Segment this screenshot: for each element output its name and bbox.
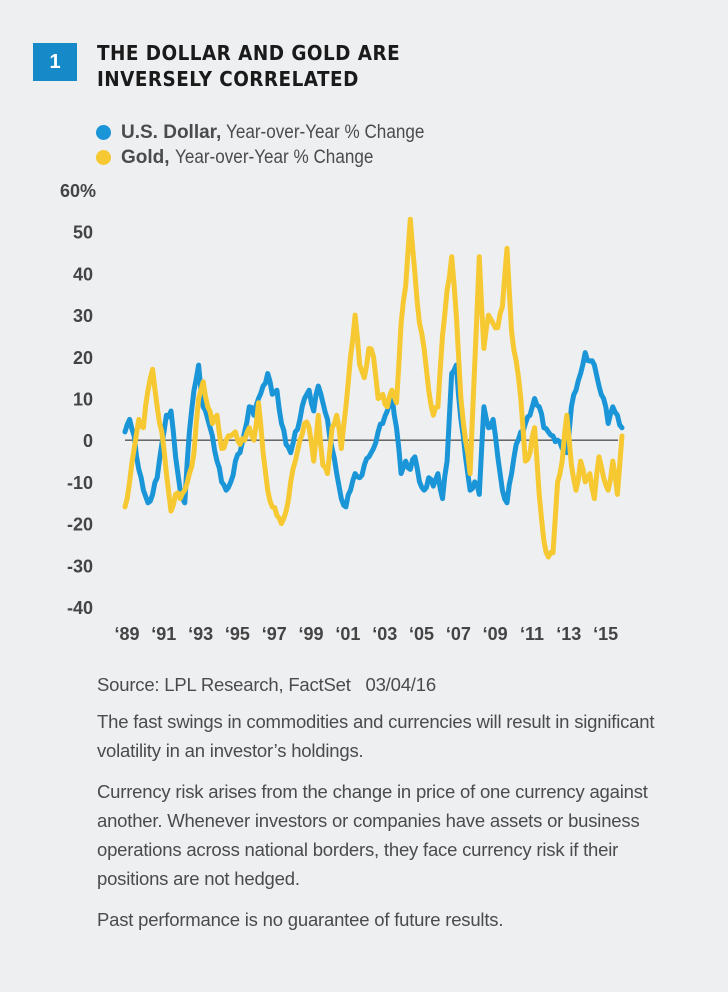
y-tick-label: 40 (73, 264, 93, 284)
legend-item-usd: U.S. Dollar, Year-over-Year % Change (96, 120, 447, 145)
x-tick-label: ‘99 (299, 624, 324, 644)
x-tick-label: ‘03 (372, 624, 397, 644)
y-tick-label: 20 (73, 348, 93, 368)
chart-title: THE DOLLAR AND GOLD ARE INVERSELY CORREL… (97, 40, 447, 92)
x-tick-label: ‘97 (262, 624, 287, 644)
y-tick-label: 0 (83, 431, 93, 451)
x-tick-label: ‘89 (114, 624, 139, 644)
legend-label-desc: Year-over-Year % Change (174, 146, 373, 168)
y-tick-label: -20 (67, 515, 93, 535)
gold-series-line (122, 216, 625, 560)
chart-notes: Source: LPL Research, FactSet 03/04/16 T… (97, 670, 657, 946)
legend-label-name: Gold, (121, 146, 170, 168)
x-tick-label: ‘93 (188, 624, 213, 644)
y-tick-label: -30 (67, 556, 93, 576)
note-paragraph-1: The fast swings in commodities and curre… (97, 711, 655, 761)
source-note: Source: LPL Research, FactSet 03/04/16 (97, 674, 436, 695)
x-tick-label: ‘91 (151, 624, 176, 644)
x-axis: ‘89 ‘91 ‘93 ‘95 ‘97 ‘99 ‘01 ‘03 ‘05 ‘07 ‘09 ‘11 ‘13 ‘… (114, 624, 618, 644)
y-tick-label: -10 (67, 473, 93, 493)
chart-title-line-2: INVERSELY CORRELATED (97, 67, 359, 91)
y-axis: 60% 50 40 30 20 10 0 -10 -20 -30 -40 (60, 181, 96, 618)
y-tick-label: 30 (73, 306, 93, 326)
x-tick-label: ‘15 (593, 624, 618, 644)
x-tick-label: ‘05 (409, 624, 434, 644)
note-paragraph-3: Past performance is no guarantee of futu… (97, 909, 504, 930)
figure-number-badge: 1 (33, 43, 77, 81)
legend-label-desc: Year-over-Year % Change (226, 121, 425, 143)
y-tick-label: 10 (73, 390, 93, 410)
x-tick-label: ‘09 (483, 624, 508, 644)
x-tick-label: ‘01 (335, 624, 360, 644)
legend-label-name: U.S. Dollar, (121, 121, 222, 143)
x-tick-label: ‘11 (520, 624, 544, 644)
note-paragraph-2: Currency risk arises from the change in … (97, 781, 648, 889)
x-tick-label: ‘95 (225, 624, 250, 644)
y-tick-label: 50 (73, 223, 93, 243)
figure-number: 1 (49, 50, 61, 73)
x-tick-label: ‘07 (446, 624, 471, 644)
usd-series-line (122, 350, 625, 510)
y-tick-label: 60% (60, 181, 96, 201)
series-layer (122, 216, 625, 560)
gold-legend-marker-icon (96, 150, 111, 165)
chart-legend: U.S. Dollar, Year-over-Year % Change Gol… (96, 120, 447, 170)
y-tick-label: -40 (67, 598, 93, 618)
x-tick-label: ‘13 (556, 624, 581, 644)
usd-legend-marker-icon (96, 125, 111, 140)
legend-item-gold: Gold, Year-over-Year % Change (96, 145, 447, 170)
chart-title-line-1: THE DOLLAR AND GOLD ARE (97, 41, 401, 65)
